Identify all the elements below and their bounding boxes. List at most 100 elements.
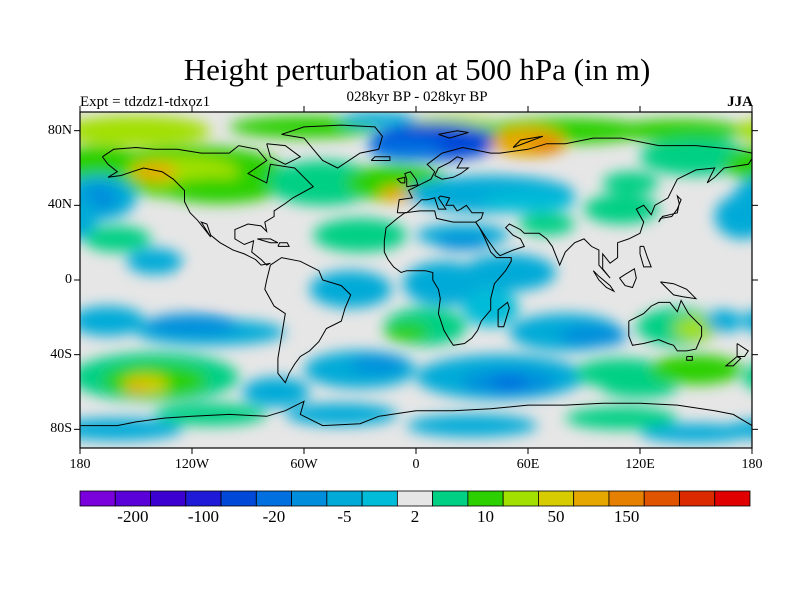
contour-region <box>80 115 211 146</box>
coastlines <box>80 124 752 427</box>
plot-title: Height perturbation at 500 hPa (in m) <box>183 52 651 87</box>
contour-region <box>602 378 678 398</box>
contour-region <box>640 423 752 443</box>
coastline <box>281 124 383 169</box>
lat-tick-label: 40N <box>47 197 72 213</box>
contour-region <box>313 218 407 252</box>
contour-region <box>602 171 659 195</box>
contour-region <box>145 313 239 336</box>
contour-region <box>384 322 430 342</box>
colorbar-swatch <box>608 490 645 507</box>
colorbar-label: -100 <box>187 507 219 526</box>
coastline <box>658 194 682 223</box>
contour-region <box>83 225 151 252</box>
contour-region <box>80 306 146 336</box>
contour-region <box>154 403 267 426</box>
colorbar-label: -5 <box>337 507 352 526</box>
colorbar-swatch <box>79 490 116 507</box>
colorbar-swatch <box>150 490 187 507</box>
coastline <box>264 257 352 384</box>
colorbar-label: 50 <box>547 507 565 526</box>
coastline <box>101 145 315 266</box>
coastline <box>497 301 510 328</box>
contour-region <box>724 147 752 182</box>
lat-tick-label: 80S <box>50 421 72 437</box>
coastline <box>80 400 752 427</box>
contour-region <box>192 268 267 299</box>
colorbar-swatch <box>185 490 222 507</box>
contour-region <box>266 160 379 206</box>
contour-region <box>742 365 752 389</box>
contour-region <box>640 138 752 176</box>
lat-tick-label: 80N <box>47 122 72 138</box>
coastline <box>619 268 637 289</box>
coastline <box>370 156 391 161</box>
lon-tick-label: 60E <box>516 457 540 472</box>
contour-region <box>528 138 566 154</box>
lon-tick-label: 60W <box>290 457 318 472</box>
coastline <box>660 281 698 300</box>
contour-region <box>341 112 416 127</box>
lat-tick-label: 40S <box>50 346 72 362</box>
colorbar-swatch <box>255 490 292 507</box>
contour-region <box>742 311 752 331</box>
contour-region <box>369 138 444 161</box>
colorbar-swatch <box>291 490 328 507</box>
colorbar-swatch <box>502 490 539 507</box>
contour-region <box>350 354 407 374</box>
lon-tick-label: 180 <box>741 457 763 472</box>
colorbar-label: -20 <box>262 507 286 526</box>
season-label: JJA <box>727 94 753 110</box>
coastline <box>639 245 652 268</box>
coastline <box>438 130 469 139</box>
coastline <box>686 356 693 361</box>
contour-region <box>164 177 276 204</box>
colorbar-swatch <box>326 490 363 507</box>
contour-region <box>132 162 178 182</box>
colorbar-swatch <box>396 490 434 507</box>
coastline <box>404 171 419 188</box>
contour-region <box>80 195 99 238</box>
contour-region <box>565 406 678 430</box>
height-field <box>80 112 752 443</box>
contour-region <box>518 212 575 236</box>
coastline <box>257 238 279 244</box>
coastline <box>396 137 752 279</box>
colorbar-label: 2 <box>410 507 420 526</box>
colorbar-swatch <box>679 490 716 507</box>
experiment-label: Expt = tdzdz1-tdxoz1 <box>80 94 211 110</box>
colorbar-swatch <box>220 490 257 507</box>
contour-region <box>490 375 528 391</box>
coastline <box>628 299 703 352</box>
contour-region <box>126 382 146 394</box>
plot-subtitle: 028kyr BP - 028kyr BP <box>346 89 488 105</box>
contour-region <box>406 414 538 437</box>
coastline <box>396 176 406 184</box>
contour-region <box>462 253 556 292</box>
contour-region <box>80 418 183 441</box>
coastline <box>724 356 742 367</box>
coastline <box>434 156 470 180</box>
colorbar-swatch <box>643 490 680 507</box>
colorbar-swatch <box>361 490 398 507</box>
coastline <box>512 135 544 148</box>
contour-region <box>733 120 752 141</box>
lon-tick-label: 120E <box>625 457 655 472</box>
coastline <box>736 343 749 357</box>
lon-tick-label: 180 <box>69 457 91 472</box>
contour-region <box>584 194 659 224</box>
colorbar-swatch <box>114 490 151 507</box>
colorbar-label: 150 <box>613 507 640 526</box>
contour-region <box>378 186 417 202</box>
contour-region <box>612 119 743 142</box>
coastline <box>277 242 290 247</box>
axis-ticks <box>74 106 758 454</box>
lon-tick-label: 0 <box>412 457 420 472</box>
contour-region <box>649 354 743 385</box>
coastline <box>383 210 512 346</box>
contour-region <box>481 190 575 213</box>
colorbar-swatch <box>714 490 751 507</box>
colorbar-swatch <box>538 490 575 507</box>
colorbar-swatch <box>467 490 504 507</box>
